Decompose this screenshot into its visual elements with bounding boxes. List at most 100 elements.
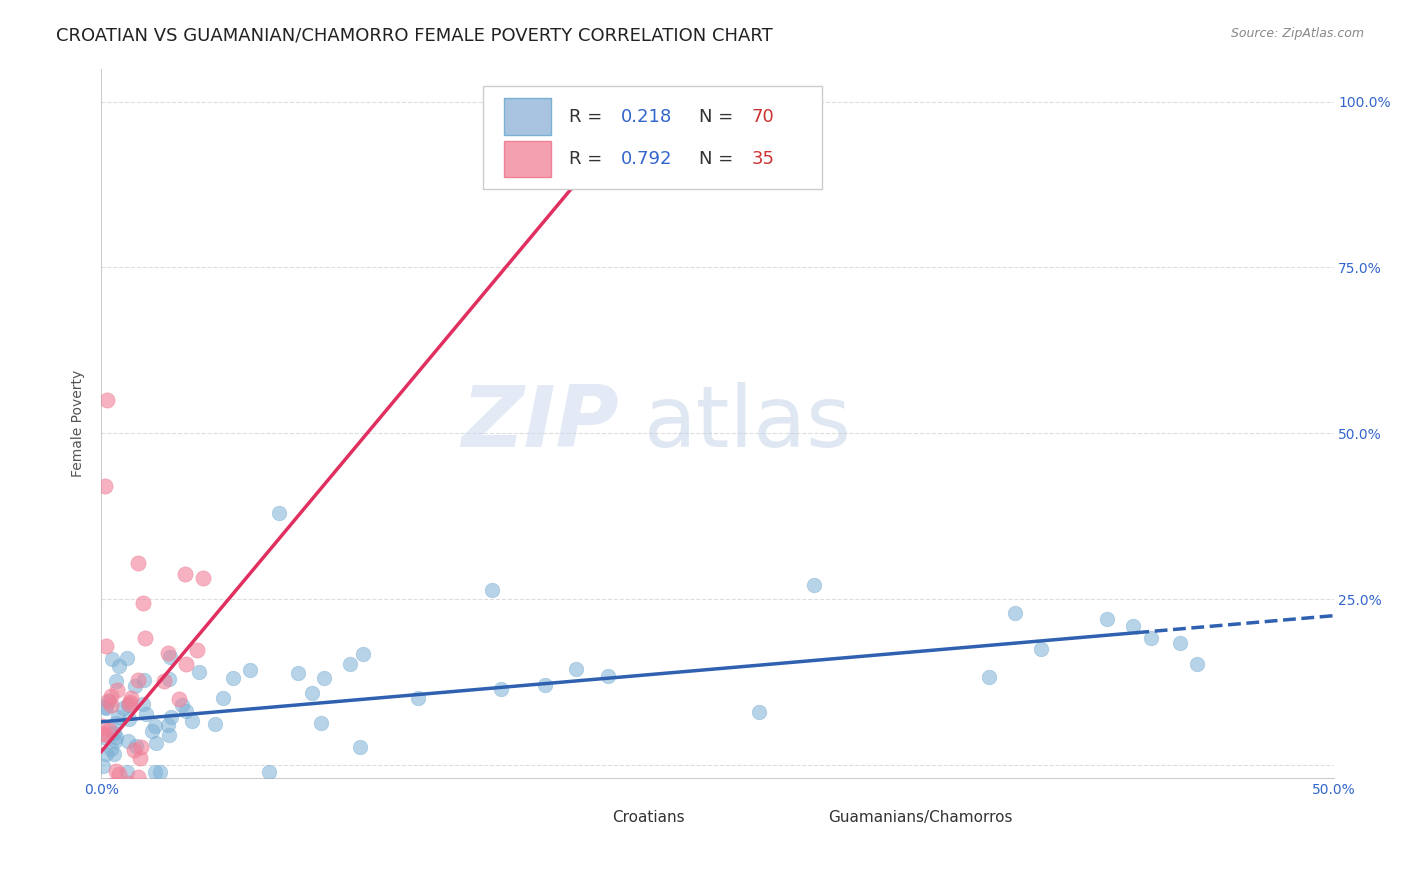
Point: [1122, 619, 1144, 633]
Point: [105, 731, 128, 745]
Point: [101, 651, 124, 665]
Point: [91, 727, 114, 741]
Point: [127, 556, 149, 570]
Point: [141, 723, 163, 738]
Point: [1004, 606, 1026, 620]
Point: [267, 506, 290, 520]
Point: [349, 740, 371, 755]
Point: [124, 679, 146, 693]
Point: [97, 694, 120, 708]
Text: R =: R =: [569, 108, 609, 126]
Point: [167, 691, 190, 706]
Point: [103, 747, 125, 761]
Point: [100, 698, 122, 713]
Point: [91, 758, 114, 772]
Text: Source: ZipAtlas.com: Source: ZipAtlas.com: [1230, 27, 1364, 40]
Point: [193, 571, 215, 585]
Point: [534, 678, 557, 692]
Text: Guamanians/Chamorros: Guamanians/Chamorros: [828, 810, 1012, 825]
Text: 0.792: 0.792: [621, 150, 672, 168]
Point: [97, 723, 120, 738]
Point: [287, 666, 309, 681]
Point: [117, 698, 139, 712]
Point: [748, 705, 770, 719]
Point: [174, 566, 197, 581]
Point: [187, 665, 209, 680]
Text: atlas: atlas: [644, 382, 852, 465]
Point: [115, 764, 138, 779]
FancyBboxPatch shape: [505, 98, 551, 135]
Point: [115, 651, 138, 665]
Point: [108, 766, 131, 780]
Point: [257, 764, 280, 779]
Point: [159, 650, 181, 665]
Point: [1139, 631, 1161, 645]
Point: [108, 659, 131, 673]
Text: R =: R =: [569, 150, 609, 168]
Point: [134, 631, 156, 645]
Point: [127, 771, 149, 785]
Point: [181, 714, 204, 729]
Point: [312, 671, 335, 685]
Point: [97, 694, 120, 708]
Point: [94, 479, 117, 493]
Point: [118, 712, 141, 726]
Point: [94, 701, 117, 715]
Point: [157, 672, 180, 686]
Point: [143, 764, 166, 779]
Point: [491, 681, 513, 696]
Point: [118, 697, 141, 711]
Point: [170, 698, 193, 712]
Point: [105, 682, 128, 697]
Point: [1031, 641, 1053, 656]
Point: [125, 739, 148, 753]
Point: [149, 764, 172, 779]
Point: [406, 690, 429, 705]
Point: [309, 715, 332, 730]
Point: [339, 657, 361, 671]
Text: CROATIAN VS GUAMANIAN/CHAMORRO FEMALE POVERTY CORRELATION CHART: CROATIAN VS GUAMANIAN/CHAMORRO FEMALE PO…: [56, 27, 773, 45]
Point: [176, 657, 198, 671]
Point: [135, 707, 157, 722]
FancyBboxPatch shape: [484, 87, 823, 189]
FancyBboxPatch shape: [557, 808, 600, 826]
Point: [157, 728, 180, 742]
Point: [156, 718, 179, 732]
Point: [803, 578, 825, 592]
Point: [156, 647, 179, 661]
Point: [212, 691, 235, 706]
Point: [132, 596, 155, 610]
Point: [145, 736, 167, 750]
Point: [118, 695, 141, 709]
Point: [239, 663, 262, 677]
Point: [583, 95, 606, 109]
Text: ZIP: ZIP: [461, 382, 619, 465]
Point: [596, 669, 619, 683]
Point: [1187, 657, 1209, 671]
Point: [94, 639, 117, 653]
Point: [128, 750, 150, 764]
Point: [96, 393, 118, 408]
Point: [127, 673, 149, 687]
Point: [104, 764, 127, 778]
Point: [1095, 612, 1118, 626]
Point: [129, 740, 152, 755]
Text: N =: N =: [699, 108, 740, 126]
Point: [105, 673, 128, 688]
Point: [176, 704, 198, 718]
Point: [132, 697, 155, 711]
Point: [112, 701, 135, 715]
Point: [100, 689, 122, 703]
Text: N =: N =: [699, 150, 740, 168]
Point: [204, 717, 226, 731]
Text: Croatians: Croatians: [613, 810, 685, 825]
Point: [105, 716, 128, 731]
Point: [107, 710, 129, 724]
Point: [107, 778, 129, 792]
Point: [222, 671, 245, 685]
Point: [96, 747, 118, 761]
Point: [153, 673, 176, 688]
Point: [103, 726, 125, 740]
Y-axis label: Female Poverty: Female Poverty: [72, 370, 86, 477]
Point: [977, 670, 1000, 684]
